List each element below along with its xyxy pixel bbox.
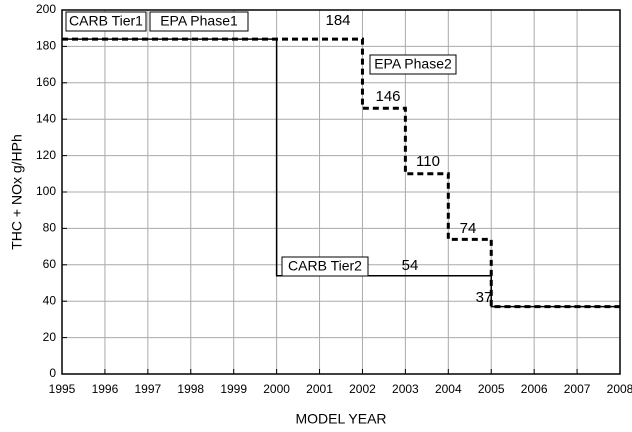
y-tick-label: 160 [36, 75, 56, 89]
y-tick-label: 120 [36, 148, 56, 162]
data-label: 146 [375, 88, 400, 105]
step-line [62, 38, 620, 308]
y-tick-label: 40 [43, 293, 57, 307]
x-tick-label: 2001 [306, 382, 333, 396]
annotation: EPA Phase2 [374, 56, 452, 72]
step-line [62, 37, 620, 309]
y-tick-label: 100 [36, 184, 56, 198]
x-tick-label: 2003 [392, 382, 419, 396]
plot-frame [61, 9, 621, 375]
x-tick-label: 2005 [478, 382, 505, 396]
x-tick-label: 2004 [435, 382, 462, 396]
x-tick-label: 1999 [220, 382, 247, 396]
x-axis-label: MODEL YEAR [295, 411, 386, 427]
y-axis-label: THC + NOx g/HPh [9, 134, 25, 250]
y-tick-label: 140 [36, 111, 56, 125]
y-tick-label: 180 [36, 39, 56, 53]
x-tick-label: 2007 [564, 382, 591, 396]
annotation-box [281, 256, 369, 277]
annotation-box [149, 11, 249, 32]
annotation: CARB Tier1 [69, 13, 143, 29]
y-tick-label: 80 [43, 221, 57, 235]
x-tick-label: 2006 [521, 382, 548, 396]
annotation: CARB Tier2 [288, 258, 362, 274]
data-label: 184 [325, 12, 350, 29]
data-label: 74 [460, 220, 477, 237]
x-tick-label: 1997 [134, 382, 161, 396]
y-tick-label: 60 [43, 257, 57, 271]
x-tick-label: 1998 [177, 382, 204, 396]
y-tick-label: 0 [49, 366, 56, 380]
data-label: 54 [402, 257, 419, 274]
annotation: EPA Phase1 [160, 13, 238, 29]
data-label: 37 [476, 289, 493, 306]
x-tick-label: 1996 [92, 382, 119, 396]
data-label: 110 [416, 153, 440, 170]
x-tick-label: 1995 [49, 382, 76, 396]
y-tick-label: 20 [43, 330, 57, 344]
x-tick-label: 2002 [349, 382, 376, 396]
y-tick-label: 200 [36, 2, 56, 16]
x-tick-label: 2000 [263, 382, 290, 396]
annotation-box [65, 11, 147, 32]
annotation-box [369, 54, 457, 75]
x-tick-label: 2008 [607, 382, 632, 396]
